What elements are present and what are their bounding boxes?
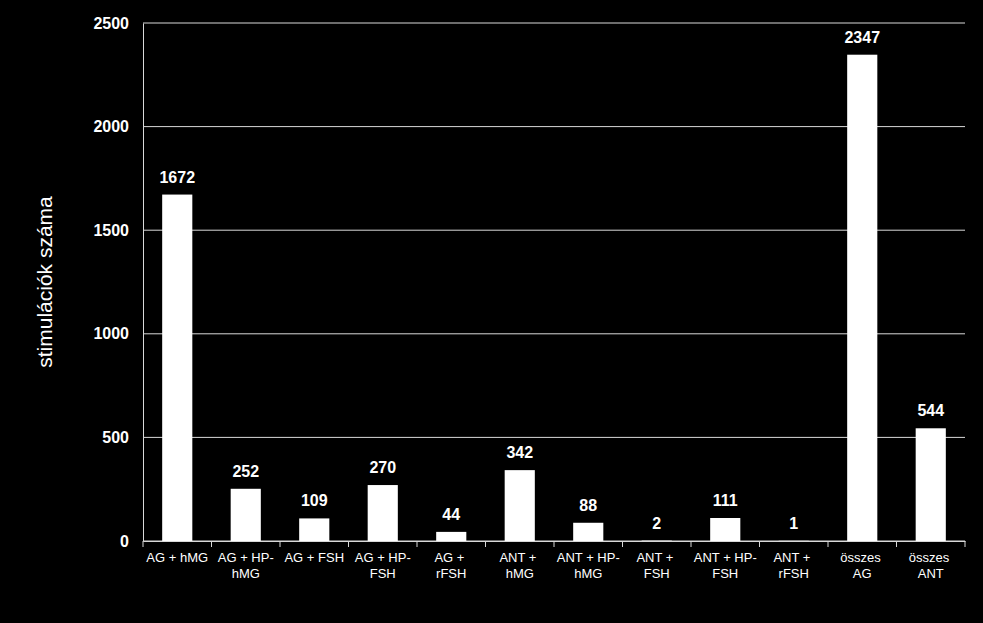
tick: összes AG [840, 541, 884, 581]
tick: összes ANT [909, 541, 953, 581]
tick-label: AG + HP-hMG [218, 550, 274, 581]
data-label: 342 [506, 444, 533, 461]
tick: AG + hMG [146, 541, 208, 565]
tick: ANT + rFSH [773, 541, 814, 581]
data-label: 270 [369, 459, 396, 476]
separator [143, 541, 144, 547]
bar [162, 195, 192, 541]
tick-label: 500 [102, 429, 129, 446]
bar [299, 518, 329, 541]
tick-label: ANT + FSH [636, 550, 677, 581]
grid-line [143, 126, 965, 127]
tick: ANT + HP-hMG [557, 541, 620, 581]
grid-line [143, 333, 965, 334]
data-label: 44 [442, 506, 460, 523]
separator [348, 541, 349, 547]
data-label: 2 [652, 515, 661, 532]
tick: AG + HP-FSH [355, 541, 411, 581]
tick-label: AG + HP-FSH [355, 550, 411, 581]
data-label: 1672 [159, 169, 195, 186]
bar [916, 428, 946, 541]
separator [965, 541, 966, 547]
tick-label: ANT + hMG [499, 550, 540, 581]
bar [505, 470, 535, 541]
bar [573, 523, 603, 541]
tick: 1500 [93, 222, 143, 239]
tick-label: 0 [120, 533, 129, 550]
separator [417, 541, 418, 547]
grid [143, 23, 965, 541]
y-axis: 0 500 1000 1500 2000 2500 [93, 15, 143, 550]
grid-line [143, 23, 965, 24]
separator [211, 541, 212, 547]
data-labels: 16722521092704434288211112347544 [159, 29, 944, 532]
background [0, 0, 983, 623]
y-axis-title: stimulációk száma [33, 196, 56, 368]
tick: AG + HP-hMG [218, 541, 274, 581]
bar [642, 540, 672, 541]
data-label: 544 [917, 402, 944, 419]
data-label: 1 [789, 515, 798, 532]
tick: 1000 [93, 325, 143, 342]
tick-label: ANT + rFSH [773, 550, 814, 581]
bar [231, 489, 261, 541]
x-axis: AG + hMG AG + HP-hMG AG + FSH AG + HP-FSH AG… [143, 541, 966, 581]
separator [554, 541, 555, 547]
tick-label: ANT + HP-hMG [557, 550, 620, 581]
tick-label: AG + FSH [284, 550, 344, 565]
data-label: 111 [713, 492, 738, 509]
tick-label: AG + hMG [146, 550, 208, 565]
tick: 2500 [93, 15, 143, 32]
tick: AG + FSH [284, 541, 344, 565]
separator [280, 541, 281, 547]
separator [691, 541, 692, 547]
chart: 1672252109270443428821111234754405001000… [0, 0, 983, 623]
separator [828, 541, 829, 547]
separator [759, 541, 760, 547]
data-label: 252 [232, 463, 259, 480]
tick-label: 2000 [93, 118, 129, 135]
bar [710, 518, 740, 541]
tick-label: 2500 [93, 15, 129, 32]
data-label: 2347 [844, 29, 880, 46]
tick-label: 1500 [93, 222, 129, 239]
tick: ANT + hMG [499, 541, 540, 581]
tick-label: összes AG [840, 550, 884, 581]
tick: 500 [102, 429, 143, 446]
tick: ANT + FSH [636, 541, 677, 581]
bar [847, 55, 877, 541]
bars [162, 55, 946, 541]
grid-line [143, 230, 965, 231]
category-separators [143, 541, 965, 547]
tick-label: összes ANT [909, 550, 953, 581]
bar [368, 485, 398, 541]
plot: 1672252109270443428821111234754405001000… [93, 15, 965, 581]
data-label: 88 [579, 497, 597, 514]
tick: AG + rFSH [434, 541, 468, 581]
tick-label: AG + rFSH [434, 550, 468, 581]
grid-line [143, 437, 965, 438]
axis-line [143, 24, 144, 542]
bar [436, 532, 466, 541]
tick: 2000 [93, 118, 143, 135]
separator [485, 541, 486, 547]
tick-label: 1000 [93, 325, 129, 342]
separator [622, 541, 623, 547]
tick: 0 [120, 533, 143, 550]
data-label: 109 [301, 492, 328, 509]
bar [779, 540, 809, 541]
separator [896, 541, 897, 547]
tick: ANT + HP-FSH [694, 541, 757, 581]
tick-label: ANT + HP-FSH [694, 550, 757, 581]
